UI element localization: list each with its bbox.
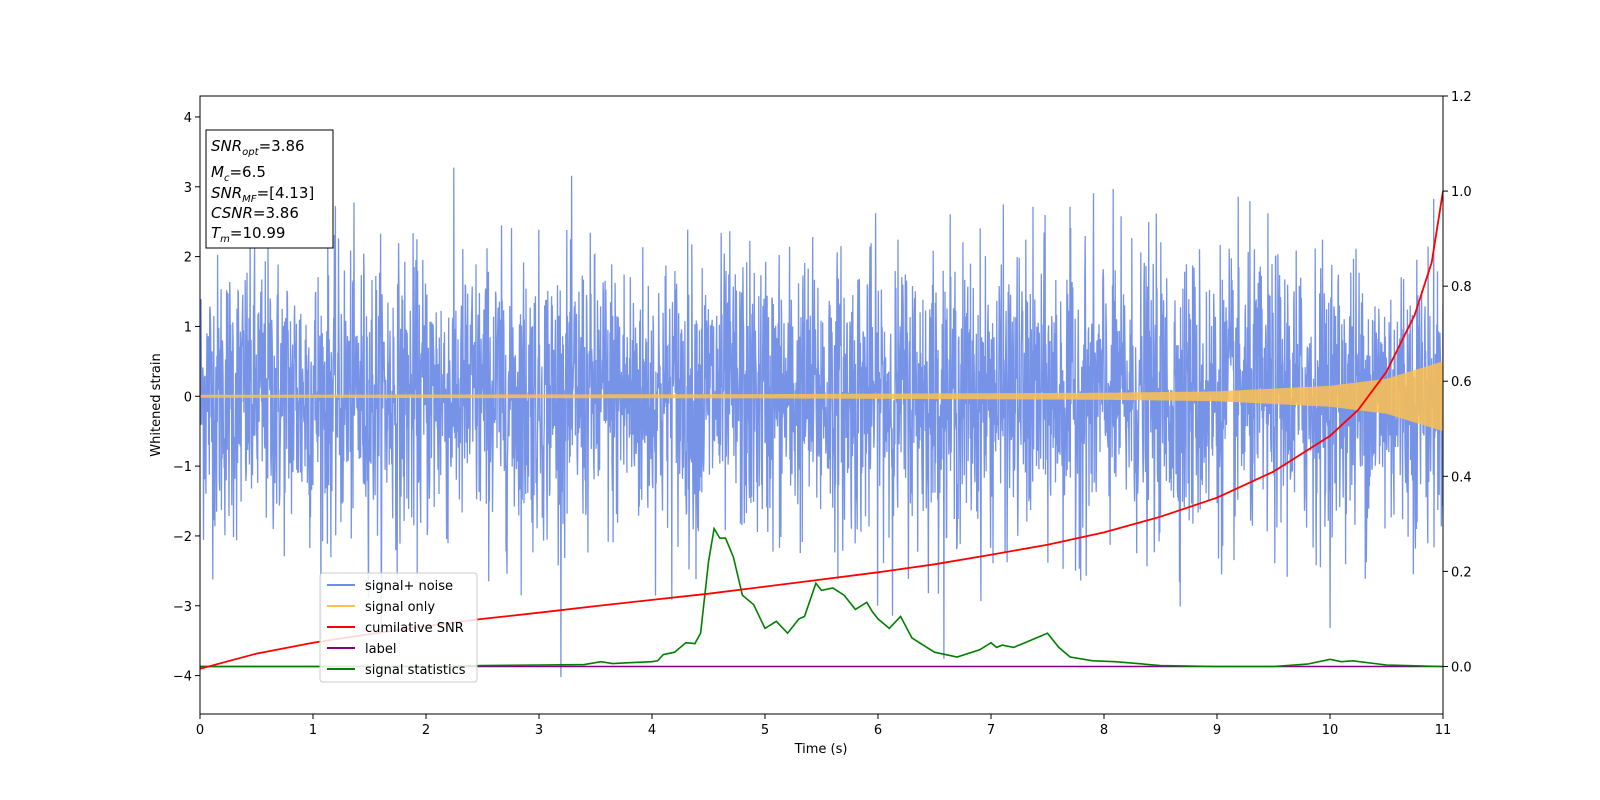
x-axis-label: Time (s) bbox=[794, 742, 848, 757]
info-mc: Mc=6.5 bbox=[211, 163, 266, 184]
x-tick-label: 5 bbox=[761, 723, 769, 738]
legend-item-signal-only: signal only bbox=[327, 600, 435, 615]
x-tick-label: 0 bbox=[196, 723, 204, 738]
legend-label: cumilative SNR bbox=[365, 621, 464, 636]
y2-tick-label: 0.4 bbox=[1451, 470, 1472, 485]
legend-label: signal statistics bbox=[365, 663, 466, 678]
x-axis-ticks: 0 1 2 3 4 5 6 7 8 9 10 11 bbox=[196, 714, 1451, 738]
legend: signal+ noise signal only cumilative SNR… bbox=[319, 572, 478, 683]
y-tick-label: 3 bbox=[184, 181, 192, 196]
y-tick-label: 1 bbox=[184, 320, 192, 335]
x-tick-label: 7 bbox=[987, 723, 995, 738]
y-tick-label: −4 bbox=[173, 670, 192, 685]
info-tm: Tm=10.99 bbox=[211, 224, 285, 245]
signal-noise-series bbox=[200, 167, 1443, 678]
x-tick-label: 6 bbox=[874, 723, 882, 738]
x-tick-label: 4 bbox=[648, 723, 656, 738]
signal-noise-line bbox=[200, 167, 1443, 678]
info-box: SNRopt=3.86 Mc=6.5 SNRMF=[4.13] CSNR=3.8… bbox=[205, 129, 334, 249]
legend-label: label bbox=[365, 642, 396, 657]
y-tick-label: −3 bbox=[173, 600, 192, 615]
info-snr-opt: SNRopt=3.86 bbox=[211, 137, 305, 158]
legend-label: signal+ noise bbox=[365, 579, 453, 594]
signal-statistics-line bbox=[200, 526, 1443, 668]
legend-item-signal-noise: signal+ noise bbox=[327, 579, 453, 594]
y-tick-label: 2 bbox=[184, 251, 192, 266]
y-tick-label: −2 bbox=[173, 530, 192, 545]
y2-tick-label: 0.0 bbox=[1451, 660, 1472, 675]
legend-label: signal only bbox=[365, 600, 435, 615]
y2-tick-label: 0.8 bbox=[1451, 280, 1472, 295]
plot-frame bbox=[199, 95, 1444, 715]
legend-item-signal-statistics: signal statistics bbox=[327, 663, 466, 678]
signal-only-series bbox=[200, 361, 1443, 432]
x-tick-label: 10 bbox=[1322, 723, 1339, 738]
x-tick-label: 8 bbox=[1100, 723, 1108, 738]
legend-item-cumulative-snr: cumilative SNR bbox=[327, 621, 464, 636]
info-snr-mf: SNRMF=[4.13] bbox=[211, 184, 314, 205]
x-tick-label: 1 bbox=[309, 723, 317, 738]
legend-item-label: label bbox=[327, 642, 396, 657]
y2-tick-label: 0.2 bbox=[1451, 565, 1472, 580]
y2-tick-label: 0.6 bbox=[1451, 375, 1472, 390]
signal-only-line bbox=[200, 361, 1443, 432]
y-tick-label: 4 bbox=[184, 111, 192, 126]
y-tick-label: −1 bbox=[173, 460, 192, 475]
y-tick-label: 0 bbox=[184, 390, 192, 405]
y2-tick-label: 1.0 bbox=[1451, 185, 1472, 200]
info-csnr: CSNR=3.86 bbox=[211, 204, 299, 222]
x-tick-label: 2 bbox=[422, 723, 430, 738]
y2-axis-ticks: 0.0 0.2 0.4 0.6 0.8 1.0 1.2 bbox=[1443, 90, 1472, 675]
y-axis-ticks: −4 −3 −2 −1 0 1 2 3 4 bbox=[173, 111, 200, 685]
x-tick-label: 9 bbox=[1213, 723, 1221, 738]
x-tick-label: 11 bbox=[1435, 723, 1452, 738]
x-tick-label: 3 bbox=[535, 723, 543, 738]
y2-tick-label: 1.2 bbox=[1451, 90, 1472, 105]
y-axis-label: Whitened strain bbox=[149, 353, 164, 456]
